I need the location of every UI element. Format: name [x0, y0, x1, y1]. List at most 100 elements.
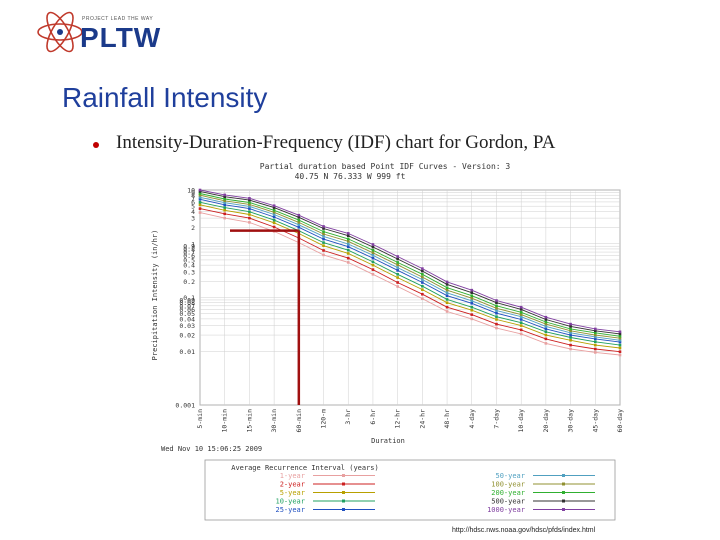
y-tick-label: 5: [191, 203, 195, 211]
data-point: [248, 201, 251, 204]
y-tick-label: 0.06: [179, 306, 195, 314]
y-tick-label: 8: [191, 192, 195, 200]
data-point: [272, 204, 276, 208]
data-point: [272, 225, 276, 229]
legend-label: 1-year: [280, 472, 305, 480]
series-line-200-year: [199, 193, 621, 337]
data-point: [248, 197, 251, 200]
data-point: [322, 225, 325, 228]
x-tick-label: 20-day: [542, 409, 550, 433]
y-tick-label: 0.3: [183, 268, 195, 276]
data-point: [248, 216, 251, 220]
data-point: [445, 294, 449, 298]
data-point: [371, 253, 375, 257]
data-point: [593, 335, 597, 339]
data-point: [421, 288, 424, 291]
data-point: [421, 281, 424, 284]
chart-grid: [199, 189, 621, 406]
legend-marker: [342, 499, 345, 503]
y-tick-label: 0.9: [183, 243, 195, 251]
data-point: [495, 306, 498, 310]
atom-icon: [37, 11, 83, 53]
data-point: [322, 230, 325, 233]
y-axis-label: Precipitation Intensity (in/hr): [151, 230, 159, 361]
logo-tagline: PROJECT LEAD THE WAY: [82, 16, 154, 22]
data-point: [198, 198, 202, 201]
data-point: [569, 336, 572, 339]
y-tick-label: 9: [191, 189, 195, 197]
data-point: [618, 343, 622, 347]
data-point: [445, 298, 449, 301]
data-point: [495, 304, 498, 308]
legend-marker: [562, 491, 565, 494]
chart-legend: Average Recurrence Interval (years) 1-ye…: [204, 459, 616, 521]
data-point: [198, 193, 202, 197]
legend-label: 50-year: [495, 472, 525, 480]
data-point: [544, 342, 548, 345]
chart-series: [198, 188, 622, 357]
data-point: [569, 331, 572, 335]
data-point: [346, 261, 350, 264]
data-point: [470, 299, 474, 303]
data-point: [495, 311, 498, 315]
series-line-10-year: [199, 201, 621, 346]
legend-label: 25-year: [275, 506, 305, 514]
data-point: [519, 308, 523, 311]
data-point: [421, 292, 424, 296]
data-point: [396, 285, 399, 288]
chart-title: Partial duration based Point IDF Curves …: [260, 162, 511, 171]
data-point: [569, 325, 572, 328]
data-point: [223, 193, 227, 197]
data-point: [445, 286, 449, 290]
x-tick-label: 4-day: [468, 409, 476, 429]
data-point: [346, 234, 350, 238]
legend-label: 2-year: [280, 481, 305, 489]
y-tick-label: 6: [191, 198, 195, 206]
series-line-100-year: [199, 194, 621, 339]
y-tick-label: 2: [191, 224, 195, 232]
data-point: [593, 333, 597, 337]
data-point: [223, 203, 227, 207]
data-point: [396, 263, 399, 267]
data-point: [322, 235, 325, 238]
data-point: [544, 330, 548, 334]
data-point: [519, 318, 523, 321]
data-point: [223, 195, 227, 199]
data-point: [495, 322, 498, 326]
y-tick-label: 0.001: [175, 402, 195, 410]
data-point: [396, 255, 399, 258]
chart-timestamp: Wed Nov 10 15:06:25 2009: [161, 445, 262, 453]
legend-marker: [342, 508, 345, 511]
series-line-5-year: [199, 204, 621, 349]
data-point: [618, 340, 622, 344]
data-point: [470, 296, 474, 300]
data-point: [593, 343, 597, 347]
data-point: [198, 192, 202, 195]
x-tick-label: 5-min: [196, 409, 204, 429]
data-point: [396, 273, 399, 276]
legend-label: 200-year: [491, 489, 525, 497]
legend-label: 500-year: [491, 498, 525, 506]
data-point: [322, 232, 325, 236]
data-point: [495, 299, 498, 302]
data-point: [248, 198, 251, 202]
data-point: [470, 313, 474, 316]
x-tick-label: 120-m: [320, 409, 328, 429]
data-point: [297, 213, 301, 217]
bullet-marker: [93, 142, 99, 148]
data-point: [421, 278, 424, 281]
data-point: [198, 196, 202, 199]
x-tick-label: 45-day: [591, 409, 599, 433]
data-point: [322, 244, 325, 247]
series-line-1000-year: [199, 189, 621, 333]
data-point: [495, 326, 498, 330]
source-url: http://hdsc.nws.noaa.gov/hdsc/pfds/index…: [452, 527, 596, 534]
data-point: [618, 332, 622, 336]
data-point: [346, 245, 350, 249]
data-point: [470, 317, 474, 321]
data-point: [470, 291, 474, 294]
pltw-logo: [32, 8, 182, 56]
y-tick-label: 4: [191, 208, 195, 216]
data-point: [272, 208, 276, 212]
data-point: [544, 318, 548, 321]
